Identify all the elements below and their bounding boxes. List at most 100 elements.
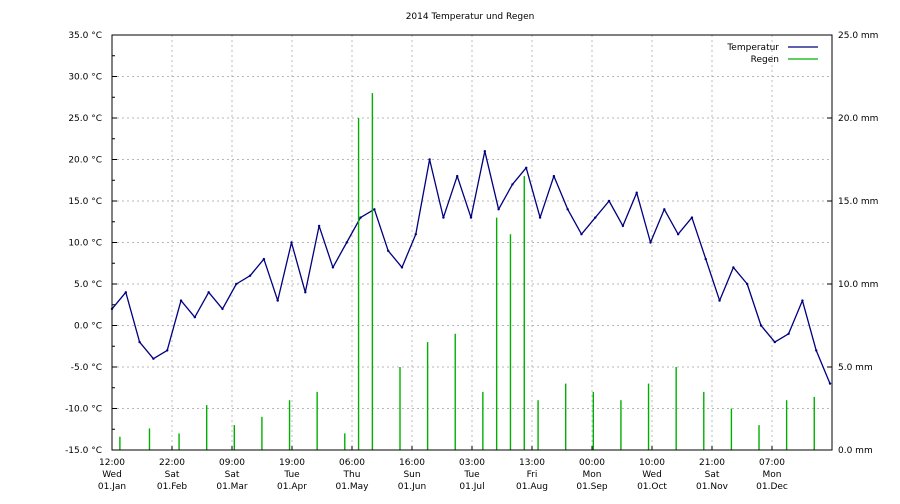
temperature-point bbox=[759, 324, 763, 327]
grid-layer bbox=[112, 35, 832, 450]
temperature-point bbox=[538, 216, 542, 219]
x-tick-label-time: 09:00 bbox=[219, 458, 245, 468]
plot-frame bbox=[111, 34, 833, 451]
temperature-point bbox=[594, 216, 597, 219]
y-left-tick-label: 15.0 °C bbox=[68, 197, 102, 207]
y-left-tick-label: -10.0 °C bbox=[65, 405, 102, 415]
temperature-point bbox=[124, 291, 128, 294]
temperature-point bbox=[580, 233, 583, 236]
temperature-point bbox=[745, 282, 749, 286]
x-tick-label-time: 00:00 bbox=[579, 458, 605, 468]
x-tick-label-date: 01.Jan bbox=[98, 482, 126, 492]
temperature-point bbox=[400, 266, 404, 269]
temperature-point bbox=[262, 257, 266, 261]
x-tick-label-time: 22:00 bbox=[159, 458, 185, 468]
axis-layer: 12:00 Wed 01.Jan 22:00 Sat 01.Feb 09:00 Sat 01.M… bbox=[65, 31, 878, 492]
temperature-point bbox=[828, 382, 832, 385]
temperature-point bbox=[359, 216, 362, 219]
x-tick-label-day: Tue bbox=[463, 470, 480, 480]
temperature-point bbox=[635, 191, 638, 194]
y-left-tick-label: -15.0 °C bbox=[65, 446, 102, 456]
temperature-point bbox=[221, 307, 224, 311]
legend-label: Temperatur bbox=[726, 43, 779, 53]
x-tick-label-date: 01.May bbox=[336, 482, 370, 492]
y-right-tick-label: 20.0 mm bbox=[838, 114, 878, 124]
x-tick-label-time: 16:00 bbox=[399, 458, 425, 468]
y-left-tick-label: 30.0 °C bbox=[68, 73, 102, 83]
temperature-point bbox=[732, 266, 735, 269]
x-tick-label-time: 13:00 bbox=[519, 458, 545, 468]
x-tick-label-date: 01.Apr bbox=[277, 482, 307, 492]
x-tick-label-date: 01.Aug bbox=[516, 482, 548, 492]
temperature-point bbox=[663, 208, 666, 211]
x-tick-label-date: 01.Feb bbox=[157, 482, 188, 492]
temperature-point bbox=[428, 158, 431, 161]
temperature-point bbox=[317, 224, 321, 228]
x-tick-label-day: Wed bbox=[642, 470, 662, 480]
chart-title: 2014 Temperatur und Regen bbox=[406, 12, 535, 22]
x-tick-label-date: 01.Nov bbox=[696, 482, 729, 492]
legend: Temperatur Regen bbox=[726, 43, 818, 65]
temperature-point bbox=[649, 241, 652, 244]
legend-label: Regen bbox=[751, 55, 779, 65]
x-tick-label-time: 21:00 bbox=[699, 458, 725, 468]
temperature-point bbox=[525, 166, 528, 169]
temperature-point bbox=[483, 150, 487, 153]
temperature-point bbox=[621, 224, 625, 228]
y-right-tick-label: 15.0 mm bbox=[838, 197, 878, 207]
temperature-point bbox=[373, 208, 376, 211]
temperature-point bbox=[235, 282, 238, 286]
temperature-point bbox=[248, 274, 252, 277]
temperature-point bbox=[552, 174, 556, 178]
temperature-point bbox=[456, 174, 459, 178]
x-tick-label-day: Mon bbox=[763, 470, 782, 480]
y-right-tick-label: 0.0 mm bbox=[838, 446, 873, 456]
temperature-point bbox=[469, 216, 473, 219]
x-tick-label-date: 01.Mar bbox=[216, 482, 248, 492]
temperature-point bbox=[566, 208, 569, 211]
temperature-point bbox=[193, 316, 197, 319]
temperature-point bbox=[138, 340, 141, 344]
temperature-point bbox=[815, 349, 818, 352]
temperature-point bbox=[386, 249, 390, 252]
temperature-point bbox=[676, 233, 680, 236]
x-tick-label-date: 01.Jun bbox=[398, 482, 426, 492]
x-tick-label-day: Mon bbox=[583, 470, 602, 480]
x-tick-label-day: Sat bbox=[165, 470, 180, 480]
y-left-tick-label: -5.0 °C bbox=[71, 363, 102, 373]
temperature-point bbox=[290, 241, 293, 244]
temperature-point bbox=[690, 216, 694, 219]
temperature-point bbox=[179, 299, 183, 302]
x-tick-label-date: 01.Sep bbox=[576, 482, 608, 492]
series-layer bbox=[110, 93, 832, 450]
temperature-point bbox=[331, 266, 335, 269]
temperature-point bbox=[304, 291, 307, 294]
temperature-point bbox=[704, 257, 707, 261]
y-right-tick-label: 5.0 mm bbox=[838, 363, 873, 373]
x-tick-label-day: Fri bbox=[527, 470, 538, 480]
x-tick-label-day: Tue bbox=[283, 470, 300, 480]
x-tick-label-time: 06:00 bbox=[339, 458, 365, 468]
x-tick-label-time: 12:00 bbox=[99, 458, 125, 468]
x-tick-label-date: 01.Oct bbox=[637, 482, 667, 492]
x-tick-label-day: Sat bbox=[225, 470, 240, 480]
y-left-tick-label: 25.0 °C bbox=[68, 114, 102, 124]
temperature-point bbox=[607, 199, 611, 203]
x-tick-label-day: Wed bbox=[102, 470, 122, 480]
x-tick-label-date: 01.Dec bbox=[756, 482, 788, 492]
temperature-point bbox=[166, 349, 169, 352]
y-left-tick-label: 0.0 °C bbox=[74, 322, 102, 332]
y-right-tick-label: 10.0 mm bbox=[838, 280, 878, 290]
temperature-point bbox=[497, 208, 500, 211]
temperature-line bbox=[111, 150, 831, 384]
x-tick-label-time: 03:00 bbox=[459, 458, 485, 468]
temperature-point bbox=[801, 299, 804, 302]
temperature-point bbox=[442, 216, 445, 219]
temperature-point bbox=[207, 291, 210, 294]
x-tick-label-time: 10:00 bbox=[639, 458, 665, 468]
y-right-tick-label: 25.0 mm bbox=[838, 31, 878, 41]
temperature-point bbox=[152, 357, 155, 360]
y-left-tick-label: 35.0 °C bbox=[68, 31, 102, 41]
